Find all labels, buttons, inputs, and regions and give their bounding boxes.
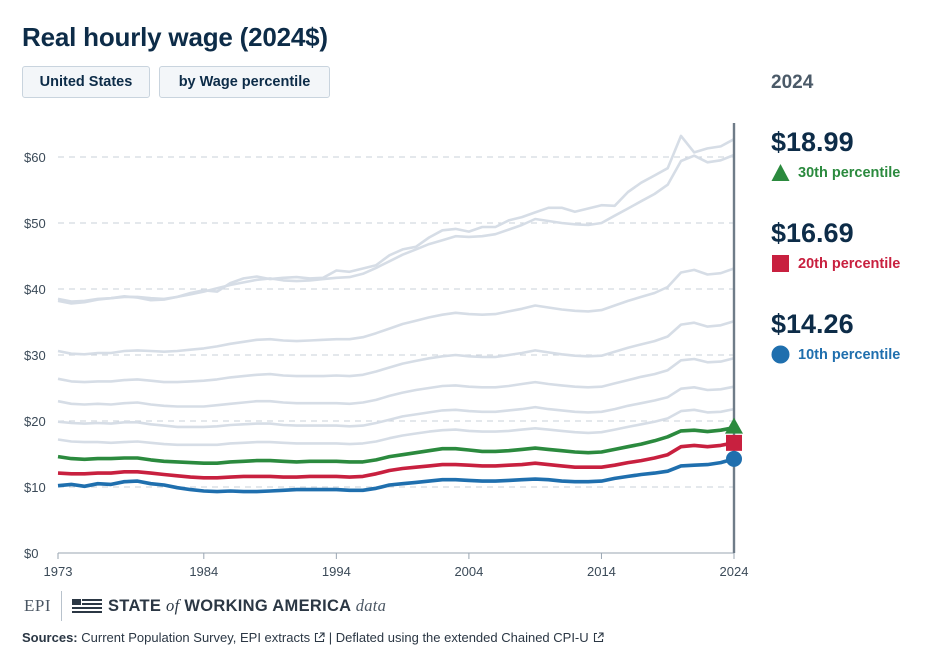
sources-footer: Sources: Current Population Survey, EPI … (22, 630, 604, 645)
x-axis: 1973 1984 1994 2004 2014 2024 (44, 552, 749, 579)
sources-label: Sources: (22, 630, 78, 645)
series-line-20th-percentile (57, 441, 735, 480)
series-line-60th-percentile (57, 357, 735, 408)
sources-separator: | (328, 630, 333, 645)
y-tick-label: $60 (24, 150, 46, 165)
series-line-90th-percentile (57, 153, 735, 303)
stat-10th-percentile: $14.26 10th percentile (771, 309, 900, 364)
series-line-95th-percentile (57, 134, 735, 305)
gridlines (58, 156, 734, 488)
marker-30th-triangle (725, 417, 743, 434)
group-filter-button[interactable]: by Wage percentile (159, 66, 330, 98)
source-link-cps[interactable]: Current Population Survey, EPI extracts (81, 630, 311, 645)
series-line-80th-percentile (57, 267, 735, 356)
page-title: Real hourly wage (2024$) (22, 22, 328, 52)
background-series (57, 134, 735, 447)
stat-value: $16.69 (771, 218, 854, 248)
marker-20th-square (726, 434, 742, 451)
circle-icon (771, 345, 790, 364)
y-tick-label: $10 (24, 480, 46, 495)
y-tick-label: $50 (24, 216, 46, 231)
y-axis: $0 $10 $20 $30 $40 $50 $60 (24, 150, 46, 561)
brand-logo: EPI STATE of WORKING AMERICA data (24, 591, 387, 621)
y-tick-label: $20 (24, 414, 46, 429)
flag-icon (72, 599, 102, 613)
x-tick-label: 1973 (44, 564, 73, 579)
series-line-50th-percentile (57, 385, 735, 429)
external-link-icon[interactable] (314, 632, 325, 643)
stat-label: 10th percentile (798, 346, 901, 363)
highlight-year-label: 2024 (771, 72, 814, 93)
swa-logo-text: STATE of WORKING AMERICA data (108, 596, 387, 615)
region-filter-button[interactable]: United States (22, 66, 150, 98)
source-link-cpi[interactable]: Deflated using the extended Chained CPI-… (335, 630, 589, 645)
marker-10th-circle (726, 450, 742, 467)
x-tick-label: 2004 (454, 564, 483, 579)
stat-value: $14.26 (771, 309, 854, 339)
x-tick-label: 2014 (587, 564, 616, 579)
stat-label: 30th percentile (798, 164, 901, 181)
external-link-icon[interactable] (593, 632, 604, 643)
y-tick-label: $40 (24, 282, 46, 297)
stat-value: $18.99 (771, 127, 854, 157)
triangle-icon (771, 164, 790, 181)
endpoint-markers (725, 123, 743, 553)
stat-20th-percentile: $16.69 20th percentile (771, 218, 900, 273)
x-tick-label: 2024 (720, 564, 749, 579)
brand-divider (61, 591, 62, 621)
series-line-70th-percentile (57, 320, 735, 384)
stat-label: 20th percentile (798, 255, 901, 272)
highlighted-series (57, 425, 735, 494)
epi-logo: EPI (24, 596, 51, 615)
series-line-10th-percentile (57, 457, 735, 494)
series-line-40th-percentile (57, 407, 735, 447)
x-tick-label: 1984 (189, 564, 218, 579)
square-icon (772, 255, 789, 272)
y-tick-label: $0 (24, 546, 38, 561)
stat-30th-percentile: $18.99 30th percentile (771, 127, 900, 182)
x-tick-label: 1994 (322, 564, 351, 579)
y-tick-label: $30 (24, 348, 46, 363)
series-line-30th-percentile (57, 425, 735, 465)
